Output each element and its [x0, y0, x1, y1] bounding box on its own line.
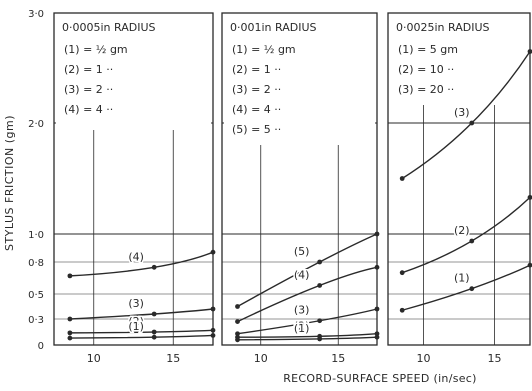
legend-entry: (3) = 2 ·· — [64, 83, 113, 96]
data-point — [527, 49, 532, 54]
data-point — [399, 270, 405, 276]
legend-entry: (1) = 5 gm — [398, 43, 458, 56]
x-tick-label: 15 — [488, 352, 502, 365]
series-label: (4) — [128, 250, 144, 263]
data-point — [151, 311, 157, 317]
y-tick-label: 0·8 — [28, 258, 44, 269]
data-point — [399, 307, 405, 313]
legend-box — [224, 15, 375, 145]
x-tick-label: 10 — [87, 352, 101, 365]
x-tick-label: 15 — [166, 352, 180, 365]
data-point — [67, 330, 73, 336]
x-axis-label: RECORD-SURFACE SPEED (in/sec) — [283, 372, 477, 385]
data-point — [527, 194, 532, 200]
panel-frame — [221, 12, 378, 346]
data-point — [235, 331, 240, 337]
data-point — [210, 249, 216, 255]
x-tick-label: 10 — [417, 352, 431, 365]
legend-entry: (2) = 10 ·· — [398, 63, 454, 76]
legend-box — [56, 15, 211, 130]
series-label: (3) — [294, 304, 310, 317]
data-layer — [67, 49, 532, 343]
data-point — [374, 331, 380, 337]
data-point — [399, 176, 405, 181]
data-point — [317, 336, 323, 342]
series-label: (5) — [294, 245, 310, 258]
legend-entry: (5) = 5 ·· — [232, 123, 281, 136]
data-point — [469, 238, 475, 244]
series-label: (3) — [454, 106, 470, 119]
data-point — [235, 337, 240, 343]
y-axis-label: STYLUS FRICTION (gm) — [3, 115, 16, 251]
data-point — [317, 318, 323, 324]
data-point — [151, 329, 157, 335]
data-point — [235, 319, 240, 324]
data-point — [469, 286, 475, 292]
legend-entry: (1) = ½ gm — [64, 43, 128, 56]
series-label: (1) — [454, 272, 470, 285]
data-point — [374, 334, 380, 340]
legend-entry: (3) = 2 ·· — [232, 83, 281, 96]
legend-entry: (1) = ½ gm — [232, 43, 296, 56]
data-point — [67, 335, 73, 341]
legend-entry: (4) = 4 ·· — [64, 103, 113, 116]
data-point — [374, 306, 380, 312]
axes-frame-layer — [53, 12, 531, 346]
data-point — [317, 259, 323, 265]
data-point — [67, 273, 73, 279]
data-point — [374, 231, 380, 237]
series-label: (2) — [128, 315, 144, 328]
series-label: (3) — [128, 297, 144, 310]
data-point — [210, 327, 216, 333]
legend-entry: (3) = 20 ·· — [398, 83, 454, 96]
series-label: (1) — [128, 320, 144, 333]
data-point — [235, 304, 240, 309]
x-tick-label: 10 — [254, 352, 268, 365]
y-tick-label: 0 — [38, 341, 44, 352]
y-tick-label: 0·5 — [28, 290, 44, 301]
data-point — [67, 316, 73, 322]
series-label: (2) — [294, 319, 310, 332]
y-tick-label: 3·0 — [28, 9, 44, 20]
legend-entry: (2) = 1 ·· — [232, 63, 281, 76]
series-line — [69, 334, 214, 339]
series-label: (4) — [294, 268, 310, 281]
data-point — [527, 262, 532, 268]
data-point — [151, 264, 157, 270]
data-point — [210, 306, 216, 312]
legend-entry: (4) = 4 ·· — [232, 103, 281, 116]
y-tick-label: 1·0 — [28, 230, 44, 241]
data-point — [210, 333, 216, 338]
series-label: (2) — [454, 224, 470, 237]
data-point — [374, 264, 380, 270]
data-point — [317, 283, 323, 288]
panel-title: 0·0025in RADIUS — [396, 21, 490, 34]
panel-title: 0·0005in RADIUS — [62, 21, 156, 34]
panel-frame — [53, 12, 214, 346]
y-tick-label: 0·3 — [28, 315, 44, 326]
y-tick-label: 2·0 — [28, 119, 44, 130]
text-layer: 0·0005in RADIUS (1) = ½ gm (2) = 1 ·· (3) =… — [28, 9, 501, 365]
data-point — [151, 334, 157, 340]
legend-box — [390, 15, 528, 105]
data-point — [469, 120, 475, 126]
x-tick-label: 15 — [331, 352, 345, 365]
series-label: (1) — [294, 322, 310, 335]
legend-entry: (2) = 1 ·· — [64, 63, 113, 76]
panel-frame — [387, 12, 531, 346]
panel-title: 0·001in RADIUS — [230, 21, 317, 34]
